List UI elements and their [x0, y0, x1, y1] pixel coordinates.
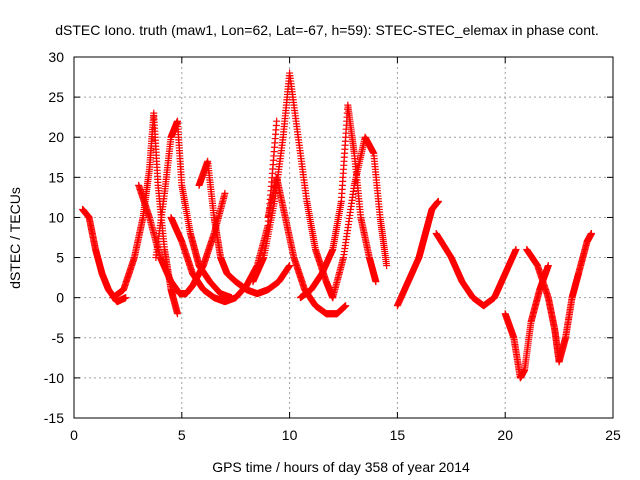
data-point — [273, 117, 281, 125]
data-point — [221, 189, 229, 197]
y-tick-label: 15 — [48, 169, 64, 185]
data-point — [434, 197, 442, 205]
y-tick-label: 0 — [56, 290, 64, 306]
tick-labels: 0 5 10 15 20 25 -15 -10 -5 0 5 10 15 20 25 30 — [44, 49, 621, 443]
chart-title: dSTEC Iono. truth (maw1, Lon=62, Lat=-67… — [55, 22, 599, 38]
plot-frame — [73, 56, 614, 419]
data-point — [587, 229, 595, 237]
data-point — [173, 310, 181, 318]
y-tick-label: 10 — [48, 209, 64, 225]
x-tick-label: 10 — [282, 427, 298, 443]
data-point — [122, 294, 130, 302]
x-tick-label: 5 — [178, 427, 186, 443]
data-points — [79, 69, 595, 382]
x-tick-label: 0 — [70, 427, 78, 443]
data-point — [512, 246, 520, 254]
y-tick-label: 5 — [56, 250, 64, 266]
y-tick-label: 20 — [48, 129, 64, 145]
y-axis-label: dSTEC / TECUs — [7, 187, 23, 289]
x-tick-label: 25 — [605, 427, 621, 443]
y-tick-label: -5 — [52, 330, 65, 346]
x-tick-label: 15 — [390, 427, 406, 443]
data-point — [544, 262, 552, 270]
y-tick-label: -10 — [44, 370, 64, 386]
data-point — [372, 278, 380, 286]
axes — [73, 56, 614, 419]
y-tick-label: 30 — [48, 49, 64, 65]
y-tick-label: 25 — [48, 89, 64, 105]
x-axis-label: GPS time / hours of day 358 of year 2014 — [212, 459, 470, 475]
data-point — [383, 262, 391, 270]
data-point — [286, 262, 294, 270]
y-tick-label: -15 — [44, 410, 64, 426]
x-tick-label: 20 — [497, 427, 513, 443]
data-point — [342, 302, 350, 310]
